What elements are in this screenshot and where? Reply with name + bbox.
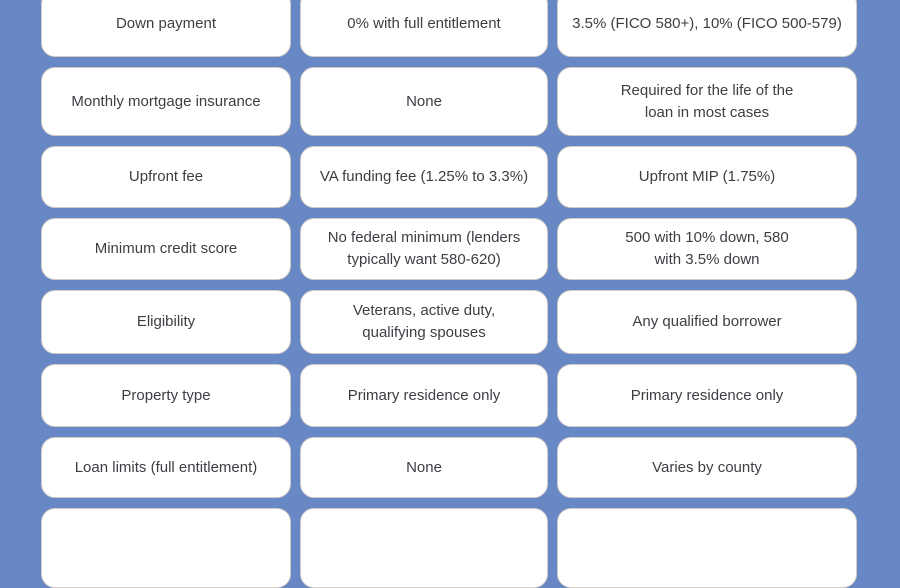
value-cell-col2: Veterans, active duty, qualifying spouse…	[300, 290, 548, 354]
feature-cell: Down payment	[41, 0, 291, 57]
table-row: Loan limits (full entitlement) None Vari…	[41, 437, 857, 498]
value-cell-col2: No federal minimum (lenders typically wa…	[300, 218, 548, 280]
table-row: Monthly mortgage insurance None Required…	[41, 67, 857, 136]
table-row: Property type Primary residence only Pri…	[41, 364, 857, 427]
table-row: Eligibility Veterans, active duty, quali…	[41, 290, 857, 354]
value-cell-col3: Any qualified borrower	[557, 290, 857, 354]
value-cell-col3: Primary residence only	[557, 364, 857, 427]
value-cell-col2: 0% with full entitlement	[300, 0, 548, 57]
feature-cell: Monthly mortgage insurance	[41, 67, 291, 136]
comparison-table: Down payment 0% with full entitlement 3.…	[41, 0, 857, 588]
feature-cell: Upfront fee	[41, 146, 291, 208]
feature-cell: Minimum credit score	[41, 218, 291, 280]
table-row: Upfront fee VA funding fee (1.25% to 3.3…	[41, 146, 857, 208]
value-cell-col2: None	[300, 437, 548, 498]
feature-cell: Eligibility	[41, 290, 291, 354]
table-row: Down payment 0% with full entitlement 3.…	[41, 0, 857, 57]
value-cell-col2: Primary residence only	[300, 364, 548, 427]
value-cell-col2	[300, 508, 548, 588]
value-cell-col3	[557, 508, 857, 588]
value-cell-col2: VA funding fee (1.25% to 3.3%)	[300, 146, 548, 208]
value-cell-col3: 3.5% (FICO 580+), 10% (FICO 500-579)	[557, 0, 857, 57]
value-cell-col2: None	[300, 67, 548, 136]
value-cell-col3: Upfront MIP (1.75%)	[557, 146, 857, 208]
table-row	[41, 508, 857, 588]
value-cell-col3: Varies by county	[557, 437, 857, 498]
value-cell-col3: 500 with 10% down, 580 with 3.5% down	[557, 218, 857, 280]
feature-cell	[41, 508, 291, 588]
feature-cell: Property type	[41, 364, 291, 427]
table-row: Minimum credit score No federal minimum …	[41, 218, 857, 280]
feature-cell: Loan limits (full entitlement)	[41, 437, 291, 498]
value-cell-col3: Required for the life of the loan in mos…	[557, 67, 857, 136]
